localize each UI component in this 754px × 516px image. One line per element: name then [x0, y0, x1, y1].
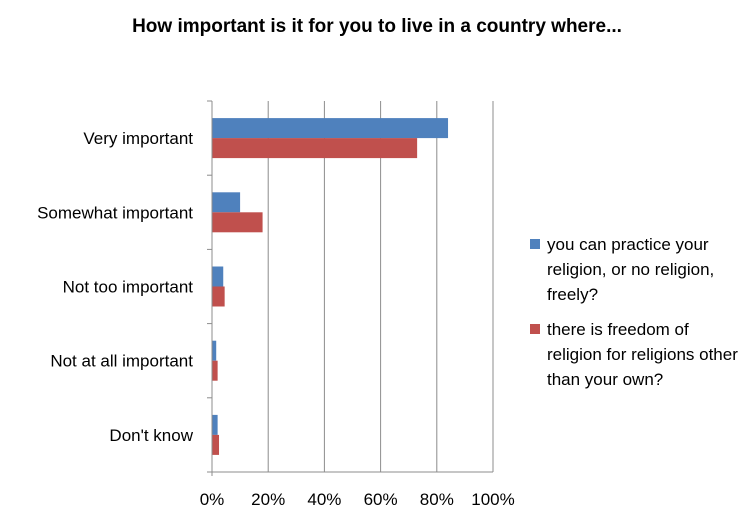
bar: [212, 118, 449, 139]
bar: [212, 434, 220, 455]
bar: [212, 286, 225, 307]
legend-swatch: [530, 324, 540, 334]
category-label: Not at all important: [50, 352, 193, 371]
bar: [212, 138, 418, 159]
bar: [212, 192, 241, 213]
bar: [212, 266, 224, 287]
x-tick-label: 100%: [471, 490, 514, 509]
category-label: Not too important: [63, 278, 194, 297]
legend-label: you can practice your religion, or no re…: [547, 235, 715, 304]
legend: you can practice your religion, or no re…: [528, 232, 748, 402]
chart-title: How important is it for you to live in a…: [132, 16, 622, 37]
axes: [207, 100, 493, 476]
x-tick-label: 0%: [200, 490, 225, 509]
x-tick-label: 40%: [307, 490, 341, 509]
x-tick-label: 20%: [251, 490, 285, 509]
gridlines: [267, 101, 494, 472]
category-label: Somewhat important: [37, 203, 193, 222]
x-tick-label: 60%: [364, 490, 398, 509]
x-tick-label: 80%: [420, 490, 454, 509]
category-label: Don't know: [109, 426, 193, 445]
legend-item: you can practice your religion, or no re…: [528, 232, 748, 307]
legend-swatch: [530, 239, 540, 249]
legend-label: there is freedom of religion for religio…: [547, 320, 738, 389]
legend-item: there is freedom of religion for religio…: [528, 317, 748, 392]
bar: [212, 360, 218, 381]
bar: [212, 212, 263, 233]
tick-labels: 0% 20% 40% 60% 80% 100% Very important Somewhat…: [37, 129, 515, 509]
bars: [212, 118, 449, 455]
category-label: Very important: [83, 129, 193, 148]
bar: [212, 414, 218, 435]
bar: [212, 340, 217, 361]
